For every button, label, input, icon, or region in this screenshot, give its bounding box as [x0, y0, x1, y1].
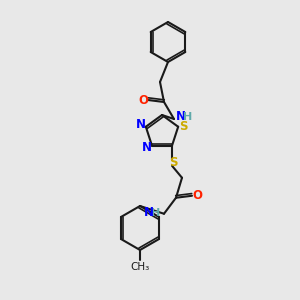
Text: O: O [192, 189, 202, 202]
Text: S: S [179, 120, 188, 133]
Text: N: N [176, 110, 186, 124]
Text: CH₃: CH₃ [130, 262, 150, 272]
Text: N: N [144, 206, 154, 219]
Text: H: H [183, 112, 193, 122]
Text: N: N [136, 118, 146, 131]
Text: N: N [142, 141, 152, 154]
Text: S: S [169, 156, 177, 169]
Text: O: O [138, 94, 148, 106]
Text: H: H [152, 208, 160, 218]
